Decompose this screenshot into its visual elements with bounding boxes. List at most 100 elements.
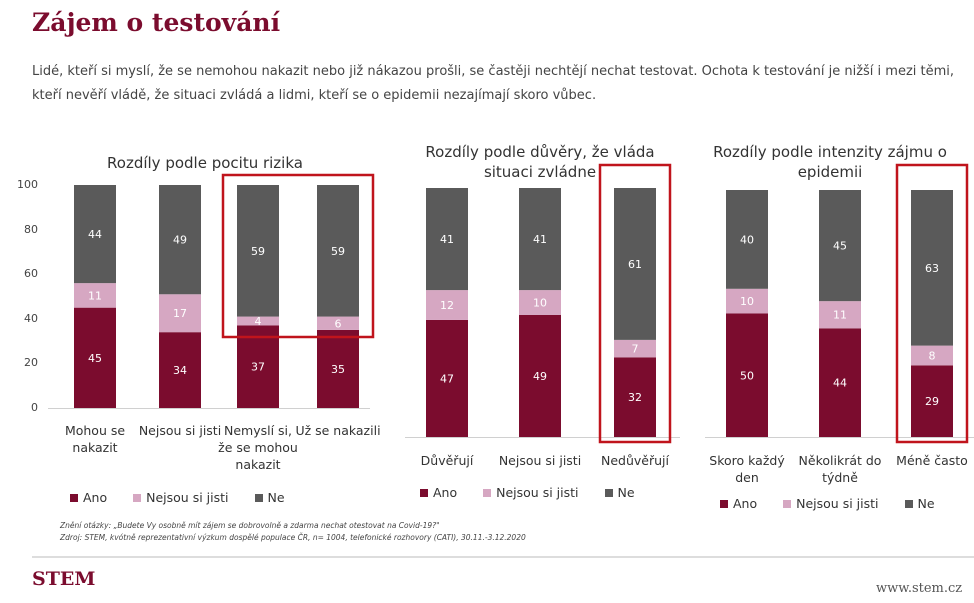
legend-label: Nejsou si jisti [146,490,229,505]
legend-label: Ano [433,485,458,500]
bar-segment [317,329,359,408]
legend: Ano Nejsou si jisti Ne [720,496,935,511]
bar-segment [911,190,953,346]
y-tick-label: 40 [24,311,38,325]
x-tick-label: Skoro každý den [709,453,785,485]
legend-label: Ano [733,496,758,511]
data-label: 32 [628,391,642,404]
legend-swatch [904,500,913,508]
bar-segment [237,316,279,326]
data-label: 34 [173,364,187,377]
bar-segment [519,290,561,315]
legend-swatch [254,494,263,502]
x-tick-label: Nedůvěřují [601,453,669,468]
x-tick-label: Nemyslí si, že se mohou nakazit [218,423,298,472]
data-label: 35 [331,363,345,376]
y-tick-label: 0 [31,401,38,414]
data-label: 10 [740,295,754,308]
data-label: 61 [628,258,642,271]
data-label: 4 [255,315,262,328]
data-label: 40 [740,233,754,246]
bar-segment [426,188,468,291]
data-label: 11 [833,309,847,322]
data-label: 49 [173,234,187,247]
footnote: Znění otázky: „Budete Vy osobně mít záje… [60,521,440,530]
legend-swatch [420,489,428,497]
y-tick-label: 60 [24,267,38,281]
chart-title: Rozdíly podle důvěry, že vláda situaci z… [425,143,655,181]
data-label: 11 [88,289,102,302]
bar-segment [237,185,279,317]
bar-segment [819,328,861,437]
data-label: 59 [331,245,345,258]
bar-segment [614,357,656,437]
highlight-box [895,163,969,444]
bar-segment [614,188,656,340]
legend: Ano Nejsou si jisti Ne [420,485,635,500]
legend-label: Ano [83,490,108,505]
data-label: 44 [88,228,102,241]
x-tick-label: Několikrát do týdně [798,453,882,485]
bar-segment [159,185,201,295]
bar-segment [519,314,561,437]
data-label: 45 [833,240,847,253]
bar-segment [74,307,116,408]
bar-segment [519,188,561,291]
legend-item: Ano [70,490,107,505]
data-label: 50 [740,369,754,382]
data-label: 47 [440,372,454,385]
bar-segment [726,190,768,289]
legend-item: Ne [904,496,935,511]
y-tick-label: 80 [24,222,38,236]
bar-segment [426,319,468,437]
bar-segment [74,283,116,308]
legend-item: Ano [720,496,757,511]
legend-item: Nejsou si jisti [133,490,229,505]
data-label: 17 [173,307,187,320]
legend-swatch [783,500,792,508]
bar-segment [726,288,768,314]
legend-label: Ne [917,496,935,511]
bar-segment [614,339,656,358]
legend-item: Nejsou si jisti [483,485,579,500]
bar-segment [317,316,359,330]
data-label: 41 [440,233,454,246]
data-label: 45 [88,352,102,365]
bar-segment [819,301,861,329]
legend-label: Ne [267,490,285,505]
bar-segment [911,345,953,366]
legend-swatch [483,489,492,497]
legend-item: Ne [254,490,285,505]
legend-item: Ne [604,485,635,500]
data-label: 63 [925,262,939,275]
data-label: 59 [251,245,265,258]
data-label: 49 [533,370,547,383]
chart-title: Rozdíly podle intenzity zájmu o epidemii [713,143,947,181]
bar-segment [819,190,861,302]
data-label: 44 [833,377,847,390]
legend: Ano Nejsou si jisti Ne [70,490,285,505]
legend-swatch [720,500,728,508]
data-label: 6 [335,317,342,330]
legend-item: Ano [420,485,457,500]
data-label: 41 [533,233,547,246]
chart-title: Rozdíly podle pocitu rizika [107,154,303,172]
x-tick-label: Mohou se nakazit [64,423,126,455]
data-label: 29 [925,395,939,408]
legend-label: Nejsou si jisti [496,485,579,500]
legend-swatch [133,494,142,502]
x-tick-label: Nejsou si jisti [138,423,222,438]
bar-segment [911,365,953,437]
highlight-box [598,163,672,444]
y-tick-label: 20 [24,356,38,370]
footnote: Zdroj: STEM, kvótně reprezentativní výzk… [60,533,526,542]
bar-segment [426,290,468,320]
url: www.stem.cz [876,581,963,596]
slide-subtitle: Lidé, kteří si myslí, že se nemohou naka… [32,64,955,103]
bar-segment [159,294,201,333]
x-tick-label: Nejsou si jisti [498,453,582,468]
x-tick-label: Už se nakazili [295,423,381,438]
bar-segment [237,325,279,408]
